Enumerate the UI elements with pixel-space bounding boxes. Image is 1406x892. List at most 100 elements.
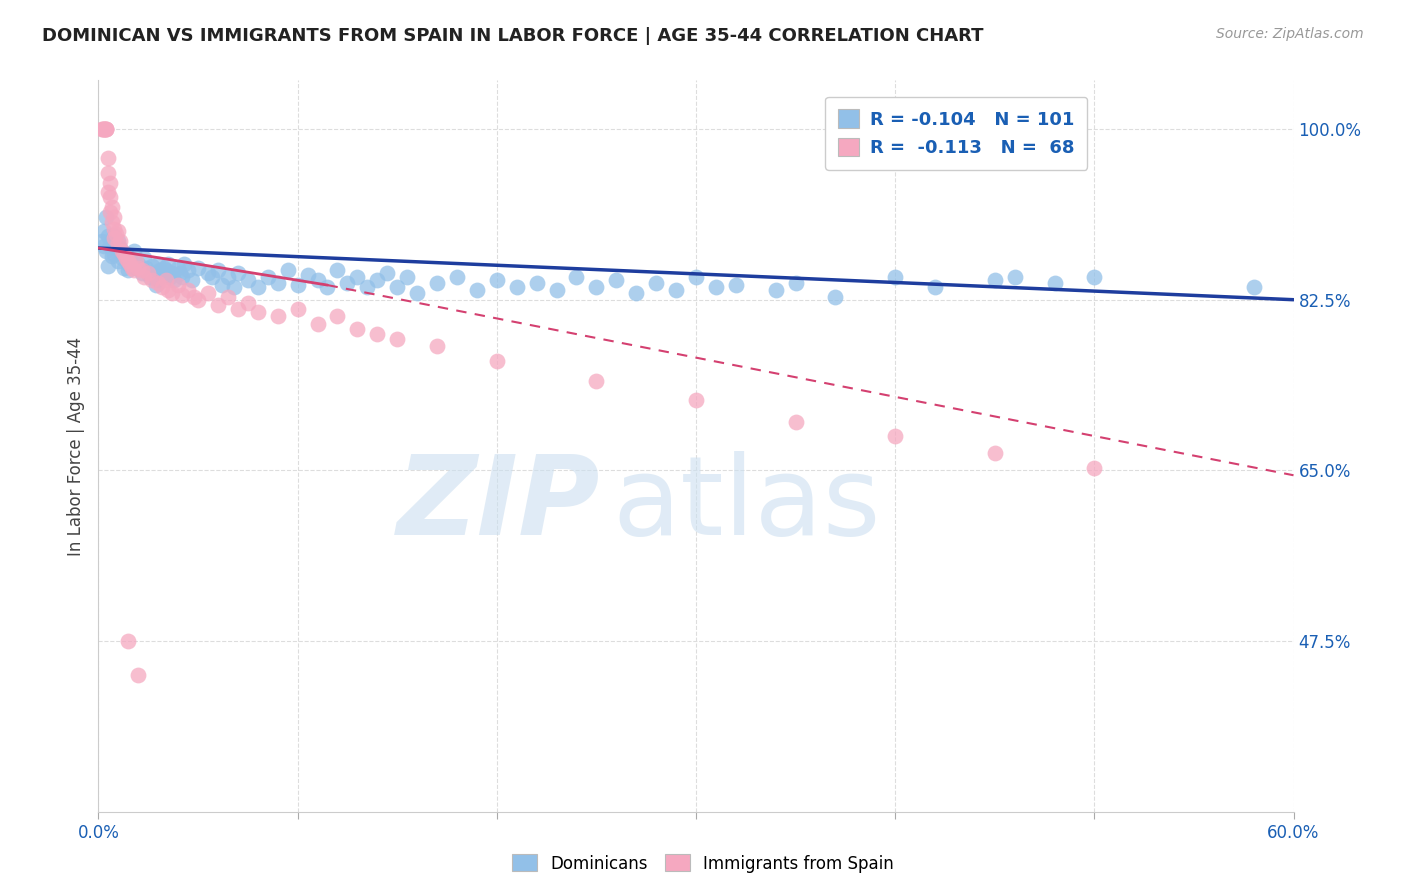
Point [129, 260, 152, 275]
Point [155, 273, 177, 287]
Point [115, 247, 138, 261]
Point [326, 263, 349, 277]
Point [145, 278, 167, 293]
Point [107, 234, 129, 248]
Point [226, 302, 249, 317]
Point [201, 270, 224, 285]
Point [96, 244, 118, 258]
Point [91, 122, 114, 136]
Point [287, 302, 309, 317]
Point [159, 270, 181, 285]
Point [546, 283, 568, 297]
Point [117, 257, 139, 271]
Point [246, 305, 269, 319]
Point [127, 257, 149, 271]
Point [307, 273, 329, 287]
Point [117, 263, 139, 277]
Point [406, 285, 429, 300]
Point [141, 259, 163, 273]
Point [173, 257, 195, 271]
Point [1083, 270, 1105, 285]
Point [785, 276, 807, 290]
Point [124, 263, 146, 277]
Point [246, 280, 269, 294]
Point [98, 176, 122, 190]
Point [197, 266, 219, 280]
Point [724, 278, 747, 293]
Point [267, 310, 290, 324]
Point [236, 295, 259, 310]
Point [226, 266, 249, 280]
Point [93, 122, 115, 136]
Point [326, 310, 349, 324]
Point [150, 270, 173, 285]
Point [385, 332, 409, 346]
Point [148, 257, 170, 271]
Point [316, 280, 339, 294]
Point [217, 290, 239, 304]
Point [157, 283, 180, 297]
Point [148, 273, 170, 287]
Text: ZIP: ZIP [396, 451, 600, 558]
Point [135, 260, 157, 275]
Text: atlas: atlas [613, 451, 880, 558]
Point [785, 415, 807, 429]
Point [585, 280, 607, 294]
Point [1083, 461, 1105, 475]
Point [96, 122, 118, 136]
Point [396, 270, 419, 285]
Point [222, 280, 245, 294]
Point [93, 122, 115, 136]
Point [585, 374, 607, 388]
Point [346, 270, 368, 285]
Point [93, 224, 115, 238]
Point [97, 229, 120, 244]
Point [157, 257, 180, 271]
Legend: Dominicans, Immigrants from Spain: Dominicans, Immigrants from Spain [506, 847, 900, 880]
Point [120, 251, 142, 265]
Point [765, 283, 787, 297]
Point [297, 268, 319, 283]
Point [336, 276, 359, 290]
Point [160, 266, 183, 280]
Point [117, 634, 139, 648]
Point [96, 210, 118, 224]
Point [101, 200, 124, 214]
Point [346, 322, 368, 336]
Point [148, 276, 170, 290]
Point [183, 290, 205, 304]
Point [143, 266, 166, 280]
Point [217, 270, 239, 285]
Point [685, 270, 707, 285]
Point [91, 122, 114, 136]
Point [131, 266, 153, 280]
Point [1004, 270, 1026, 285]
Legend: R = -0.104   N = 101, R =  -0.113   N =  68: R = -0.104 N = 101, R = -0.113 N = 68 [825, 96, 1087, 169]
Text: Source: ZipAtlas.com: Source: ZipAtlas.com [1216, 27, 1364, 41]
Point [97, 151, 120, 165]
Point [169, 266, 191, 280]
Point [111, 244, 134, 258]
Point [110, 241, 132, 255]
Point [96, 122, 118, 136]
Point [181, 273, 204, 287]
Point [307, 317, 329, 331]
Text: DOMINICAN VS IMMIGRANTS FROM SPAIN IN LABOR FORCE | AGE 35-44 CORRELATION CHART: DOMINICAN VS IMMIGRANTS FROM SPAIN IN LA… [42, 27, 984, 45]
Point [426, 338, 449, 352]
Point [366, 273, 388, 287]
Point [485, 354, 508, 368]
Point [134, 270, 156, 285]
Point [125, 253, 148, 268]
Point [107, 253, 129, 268]
Point [565, 270, 588, 285]
Point [117, 253, 139, 268]
Point [685, 393, 707, 408]
Point [236, 273, 259, 287]
Point [277, 263, 299, 277]
Point [149, 263, 172, 277]
Point [884, 429, 907, 443]
Point [103, 247, 125, 261]
Point [824, 290, 846, 304]
Point [446, 270, 468, 285]
Point [172, 288, 194, 302]
